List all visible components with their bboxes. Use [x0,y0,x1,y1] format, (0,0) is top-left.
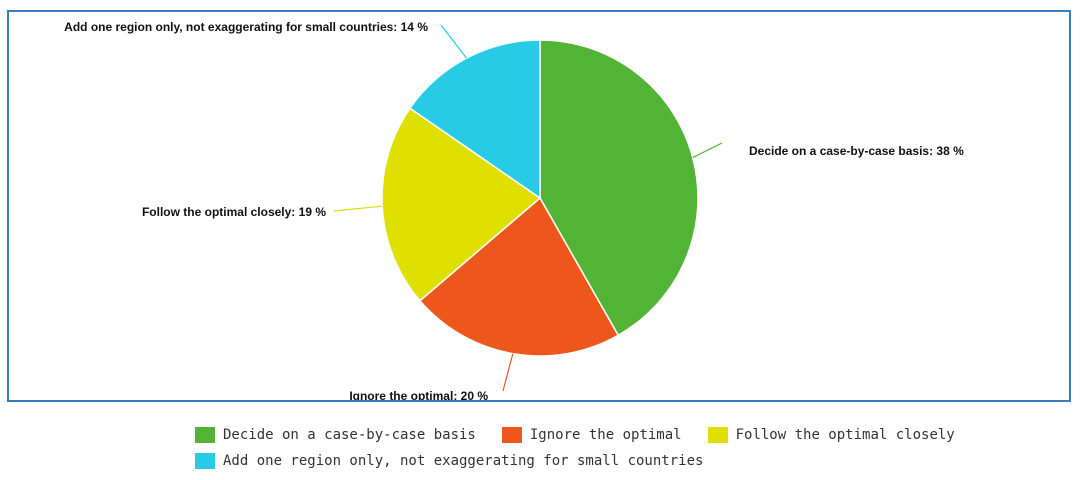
legend-label: Follow the optimal closely [735,427,955,443]
slice-label-3: Follow the optimal closely: 19 % [142,205,326,219]
legend-swatch [707,427,728,443]
slice-label-1: Decide on a case-by-case basis: 38 % [749,144,964,158]
label-connector-2 [502,353,514,392]
chart-frame: Decide on a case-by-case basis: 38 % Igno… [7,10,1071,402]
label-connector-3 [333,205,383,212]
legend-swatch [501,427,522,443]
label-connector-4 [440,24,468,59]
label-connector-1 [692,142,723,159]
pie-slice-2[interactable] [418,196,620,357]
legend-label: Ignore the optimal [529,427,682,443]
legend-item-1[interactable]: Decide on a case-by-case basis [195,424,476,446]
legend-row: Decide on a case-by-case basis Ignore the… [195,424,955,472]
legend-label: Decide on a case-by-case basis [223,427,476,443]
pie-chart: Decide on a case-by-case basis: 38 % Igno… [64,20,964,400]
slice-label-4: Add one region only, not exaggerating fo… [64,20,428,34]
legend-label: Add one region only, not exaggerating fo… [223,453,704,469]
legend-item-4[interactable]: Add one region only, not exaggerating fo… [195,450,703,472]
slice-label-2: Ignore the optimal: 20 % [349,389,488,400]
legend: Decide on a case-by-case basis Ignore the… [195,424,955,472]
pie-slice-3[interactable] [381,107,542,302]
legend-item-2[interactable]: Ignore the optimal [501,424,682,446]
legend-item-3[interactable]: Follow the optimal closely [707,424,955,446]
pie-slice-1[interactable] [539,39,699,337]
pie-slice-4[interactable] [408,39,541,200]
legend-swatch [195,427,215,443]
legend-swatch [195,453,215,469]
